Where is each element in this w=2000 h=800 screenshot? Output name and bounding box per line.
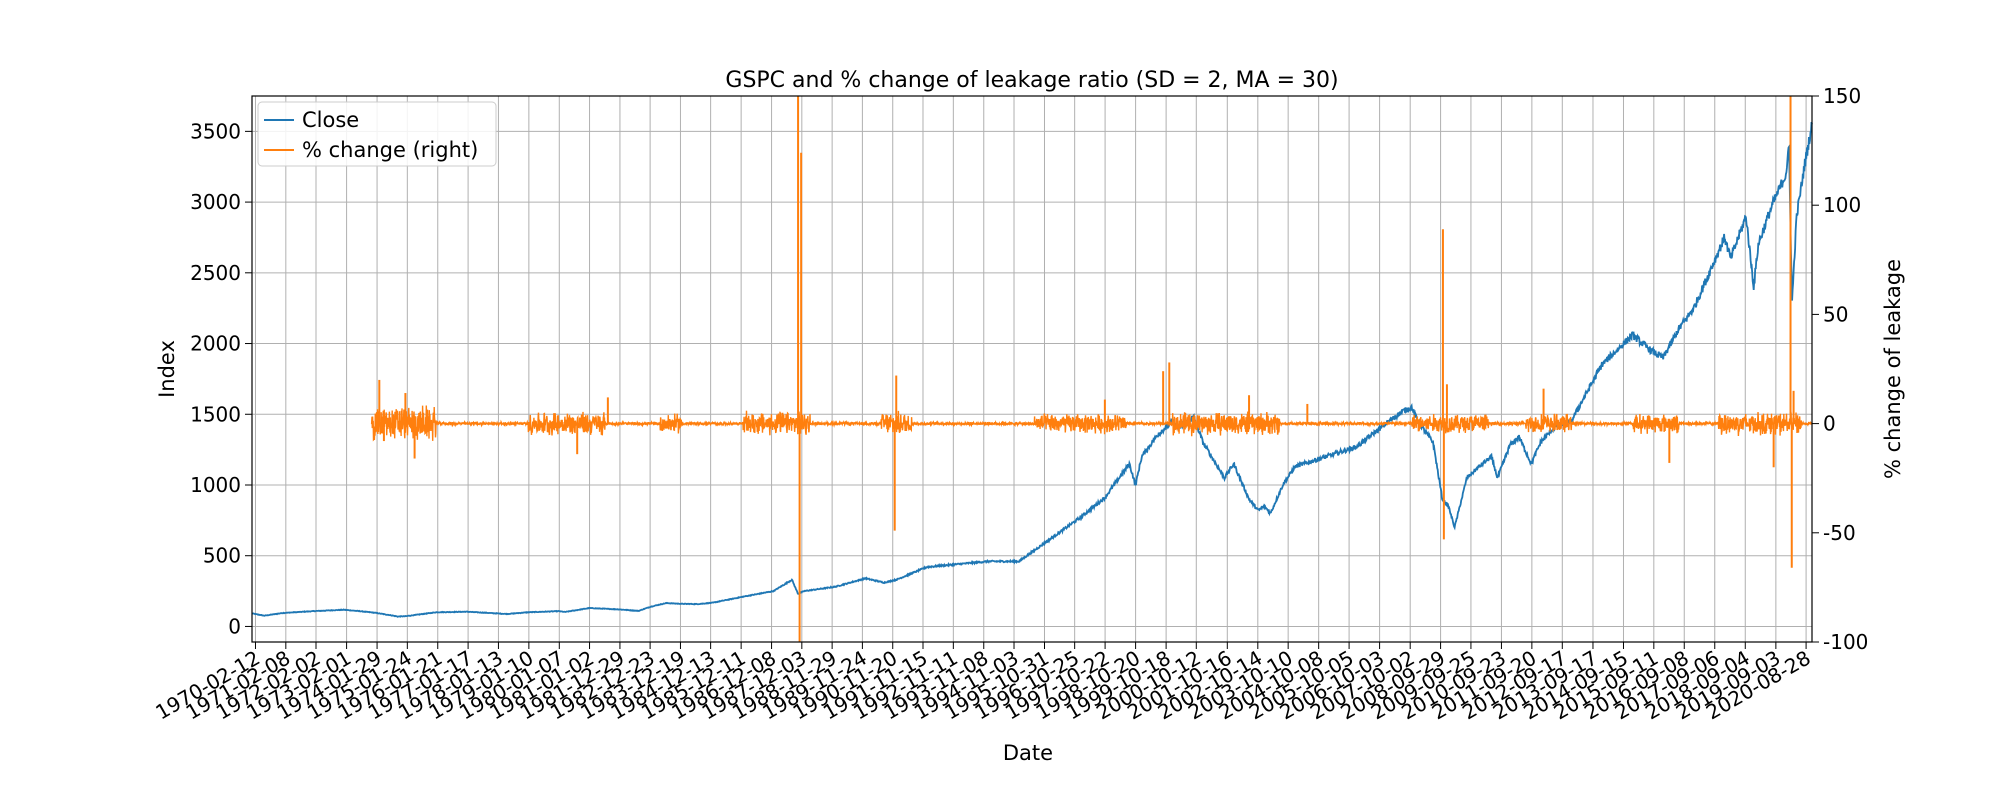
chart-title: GSPC and % change of leakage ratio (SD =… [725,68,1338,93]
y-tick-label-right: -100 [1823,630,1868,654]
y-axis-title-right: % change of leakage [1881,259,1905,479]
plot-frame [251,95,1813,643]
y-tick-label-right: 50 [1823,302,1848,326]
y-tick-label-left: 2000 [190,332,241,356]
legend-box [257,101,497,167]
y-tick-label-right: 100 [1823,193,1861,217]
y-tick-label-right: 150 [1823,84,1861,108]
y-tick-label-left: 500 [203,544,241,568]
y-tick-label-right: 0 [1823,412,1836,436]
legend-label-close: Close [302,108,359,132]
pct-change-line [370,405,1813,442]
series-close [251,121,1813,618]
y-tick-label-left: 0 [228,614,241,638]
y-tick-label-left: 1000 [190,473,241,497]
close-line [251,121,1813,618]
y-axis-title-left: Index [155,340,179,398]
y-tick-label-right: -50 [1823,521,1856,545]
y-tick-label-left: 1500 [190,402,241,426]
legend: Close % change (right) [257,101,497,167]
y-axis-left: 0 500 1000 1500 2000 2500 3000 3500 [190,119,252,638]
x-axis-title: Date [1003,741,1053,765]
y-tick-label-left: 2500 [190,261,241,285]
grid [252,96,1812,642]
y-tick-label-left: 3000 [190,190,241,214]
y-axis-right: -100 -50 0 50 100 150 [1812,84,1868,654]
series-pct-change [370,96,1813,642]
x-axis: 1970-02-121971-02-081972-02-021973-02-01… [151,642,1815,724]
legend-label-pct-change: % change (right) [302,138,478,162]
y-tick-label-left: 3500 [190,119,241,143]
